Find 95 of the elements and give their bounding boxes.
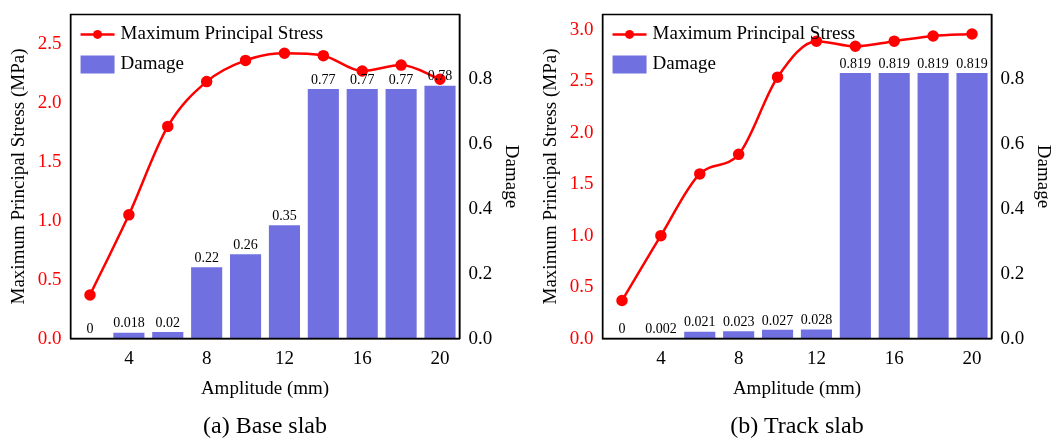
y2-tick-label: 0.2 bbox=[468, 261, 493, 283]
bar bbox=[956, 73, 988, 339]
y2-axis-title: Damage bbox=[501, 144, 523, 209]
y-tick-label: 2.5 bbox=[569, 69, 594, 91]
x-tick-label: 12 bbox=[274, 346, 294, 368]
y-tick-label: 0.0 bbox=[569, 326, 594, 348]
bar bbox=[307, 88, 339, 339]
data-label: 0.023 bbox=[722, 313, 755, 329]
data-label: 0.02 bbox=[155, 314, 181, 330]
point bbox=[123, 209, 135, 221]
point bbox=[239, 54, 252, 67]
bar bbox=[917, 73, 949, 339]
y2-tick-label: 0.6 bbox=[1000, 132, 1025, 154]
data-label: 0.002 bbox=[645, 320, 677, 336]
data-label: 0.26 bbox=[233, 236, 258, 252]
point bbox=[162, 120, 174, 133]
data-label: 0.021 bbox=[684, 314, 716, 330]
point bbox=[888, 35, 900, 47]
x-tick-label: 20 bbox=[962, 346, 982, 368]
y-tick-label: 0.5 bbox=[37, 267, 62, 289]
bar bbox=[230, 254, 262, 339]
point bbox=[927, 30, 939, 42]
y2-tick-label: 0.8 bbox=[1000, 67, 1025, 89]
data-label: 0.819 bbox=[839, 55, 872, 71]
data-label: 0.77 bbox=[388, 71, 414, 87]
data-label: 0.77 bbox=[311, 71, 336, 87]
bar bbox=[152, 332, 184, 339]
bar bbox=[878, 73, 910, 339]
y-tick-label: 2.0 bbox=[569, 120, 594, 142]
point bbox=[616, 294, 628, 307]
y-axis-title: Maximum Principal Stress (MPa) bbox=[7, 48, 30, 305]
x-axis-title: Amplitude (mm) bbox=[200, 376, 330, 399]
point bbox=[278, 47, 291, 60]
x-axis-title: Amplitude (mm) bbox=[732, 376, 862, 399]
x-tick-label: 4 bbox=[124, 346, 135, 368]
bar bbox=[723, 331, 755, 339]
point bbox=[317, 49, 330, 62]
bar bbox=[346, 88, 378, 339]
x-tick-label: 4 bbox=[656, 346, 667, 368]
bar bbox=[762, 329, 794, 339]
y-tick-label: 2.0 bbox=[37, 90, 62, 112]
y-tick-label: 0.0 bbox=[37, 326, 62, 348]
y-tick-label: 2.5 bbox=[37, 31, 62, 53]
y2-tick-label: 0.4 bbox=[1000, 196, 1025, 218]
y-tick-label: 1.5 bbox=[569, 172, 594, 194]
y-axis-title: Maximum Principal Stress (MPa) bbox=[539, 48, 562, 305]
point bbox=[84, 289, 96, 301]
text: (a) Base slab bbox=[203, 411, 327, 438]
legend-label: Damage bbox=[120, 52, 184, 74]
text: (b) Track slab bbox=[730, 411, 864, 438]
y-tick-label: 0.5 bbox=[569, 275, 594, 297]
y2-tick-label: 0.0 bbox=[1000, 326, 1025, 348]
y2-tick-label: 0.6 bbox=[468, 132, 493, 154]
y-tick-label: 1.5 bbox=[37, 149, 62, 171]
legend-label: Maximum Principal Stress bbox=[652, 22, 856, 44]
point bbox=[771, 71, 784, 83]
legend-label: Damage bbox=[652, 52, 716, 74]
x-tick-label: 12 bbox=[806, 346, 826, 368]
y2-axis-title: Damage bbox=[1033, 144, 1055, 209]
point bbox=[395, 59, 407, 71]
x-tick-label: 16 bbox=[884, 346, 904, 368]
data-label: 0.22 bbox=[194, 249, 219, 265]
y-tick-label: 1.0 bbox=[569, 223, 594, 245]
bar bbox=[191, 267, 223, 339]
legend-label: Maximum Principal Stress bbox=[120, 22, 324, 44]
y2-tick-label: 0.0 bbox=[468, 326, 493, 348]
data-label: 0.819 bbox=[917, 55, 949, 71]
data-label: 0.35 bbox=[272, 207, 297, 223]
x-tick-label: 8 bbox=[733, 346, 744, 368]
data-label: 0.819 bbox=[956, 55, 988, 71]
y-tick-label: 1.0 bbox=[37, 208, 62, 230]
data-label: 0 bbox=[86, 321, 94, 337]
point bbox=[966, 28, 978, 40]
point bbox=[694, 168, 706, 180]
point bbox=[200, 75, 213, 88]
point bbox=[655, 229, 667, 242]
x-tick-label: 16 bbox=[352, 346, 372, 368]
bar bbox=[385, 88, 417, 339]
y2-tick-label: 0.4 bbox=[468, 196, 493, 218]
x-tick-label: 8 bbox=[201, 346, 212, 368]
data-label: 0 bbox=[618, 321, 626, 337]
bar bbox=[424, 85, 456, 339]
point bbox=[849, 40, 862, 53]
bar bbox=[268, 225, 300, 339]
data-label: 0.77 bbox=[349, 71, 375, 87]
data-label: 0.819 bbox=[878, 55, 910, 71]
y-tick-label: 3.0 bbox=[569, 17, 594, 39]
data-label: 0.018 bbox=[113, 315, 145, 331]
y2-tick-label: 0.2 bbox=[1000, 261, 1025, 283]
data-label: 0.028 bbox=[800, 312, 833, 328]
point bbox=[732, 148, 745, 161]
data-label: 0.027 bbox=[761, 312, 794, 328]
y2-tick-label: 0.8 bbox=[468, 67, 493, 89]
bar bbox=[839, 73, 871, 339]
x-tick-label: 20 bbox=[430, 346, 450, 368]
